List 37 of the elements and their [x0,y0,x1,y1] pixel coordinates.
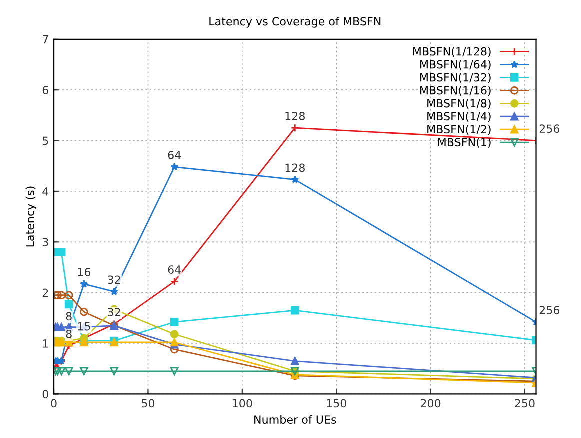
y-tick-label: 5 [42,136,48,146]
y-tick-label: 1 [43,340,48,348]
y-tick-label: 7 [43,36,48,44]
x-tick-label: 50 [142,399,155,408]
chart-title: Latency vs Coverage of MBSFN [210,17,381,28]
y-tick-label: 2 [42,288,48,298]
annotation: 256 [540,306,560,315]
x-tick-label: 100 [233,399,252,408]
annotation: 15 [78,322,90,331]
legend-label: MBSFN(1/2) [428,125,491,135]
x-tick-label: 200 [420,399,441,408]
annotation: 32 [108,276,120,284]
legend-label: MBSFN(1/8) [428,99,491,110]
y-tick-label: 6 [42,86,48,94]
annotation: 128 [286,112,305,120]
x-tick-label: 250 [515,399,535,408]
y-tick-label: 4 [42,188,49,196]
y-tick-label: 0 [42,390,48,399]
legend-label: MBSFN(1/4) [428,112,491,122]
annotation: 128 [286,164,305,172]
annotation: 16 [78,268,91,277]
annotation: 256 [540,124,560,134]
x-axis-title: Number of UEs [254,415,336,424]
x-tick-label: 150 [327,399,346,408]
x-tick-label: 0 [51,399,57,408]
legend-label: MBSFN(1/64) [420,60,491,70]
annotation: 8 [66,330,72,338]
y-axis-title: Latency (s) [26,186,37,247]
annotation: 32 [108,308,120,317]
legend-label: MBSFN(1/16) [420,86,491,96]
legend-label: MBSFN(1/32) [420,73,491,84]
annotation: 64 [168,266,182,274]
legend-label: MBSFN(1) [438,138,491,148]
y-tick-label: 3 [42,238,48,247]
annotation: 64 [168,151,182,160]
legend-label: MBSFN(1/128) [413,47,491,58]
annotation: 8 [66,312,72,321]
